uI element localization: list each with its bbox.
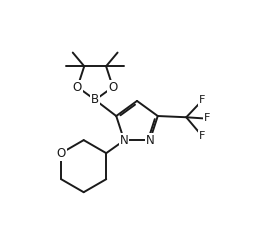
- Text: F: F: [199, 131, 206, 141]
- Text: O: O: [73, 81, 82, 93]
- Text: N: N: [145, 134, 154, 147]
- Text: O: O: [108, 81, 118, 93]
- Text: F: F: [204, 114, 210, 124]
- Text: F: F: [199, 95, 206, 105]
- Text: N: N: [120, 134, 129, 147]
- Text: O: O: [56, 147, 66, 160]
- Text: B: B: [91, 93, 99, 106]
